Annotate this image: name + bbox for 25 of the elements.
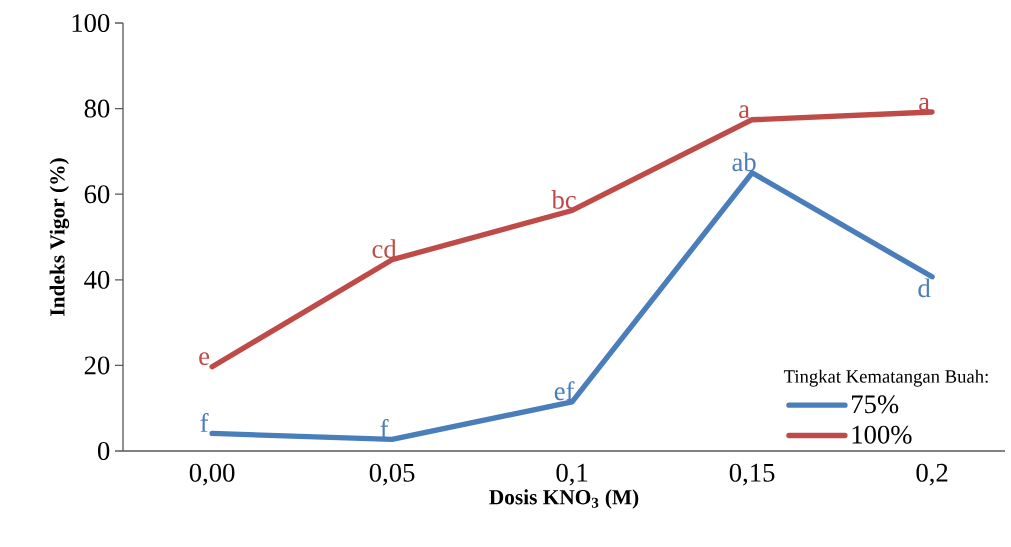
y-tick-label: 60	[84, 185, 110, 204]
annotation: ab	[732, 152, 756, 172]
y-tick-label: 80	[84, 99, 110, 118]
y-tick-label: 100	[72, 14, 110, 32]
annotation: cd	[372, 239, 397, 259]
legend-label: 75%	[852, 395, 899, 414]
y-tick-label: 20	[84, 356, 110, 375]
y-tick-label: 40	[84, 270, 110, 289]
x-tick-label: 0,05	[369, 463, 415, 486]
annotation: f	[200, 413, 209, 432]
annotation: ef	[554, 381, 575, 401]
annotation: a	[919, 97, 930, 111]
x-tick-label: 0,00	[189, 463, 235, 486]
legend-label: 100%	[852, 425, 912, 444]
annotation: d	[918, 278, 931, 298]
y-tick-label: 0	[97, 442, 110, 460]
annotation: bc	[551, 190, 576, 209]
x-tick-label: 0,2	[916, 463, 948, 486]
y-axis-title: Indeks Vigor (%)	[49, 158, 70, 316]
legend-title: Tingkat Kematangan Buah:	[783, 369, 988, 387]
x-tick-label: 0,15	[729, 463, 775, 486]
annotation: e	[199, 352, 210, 366]
x-axis-title: Dosis KNO$_{3}$ (M)	[489, 489, 639, 509]
annotation: a	[739, 105, 750, 119]
x-tick-label: 0,1	[556, 463, 588, 486]
